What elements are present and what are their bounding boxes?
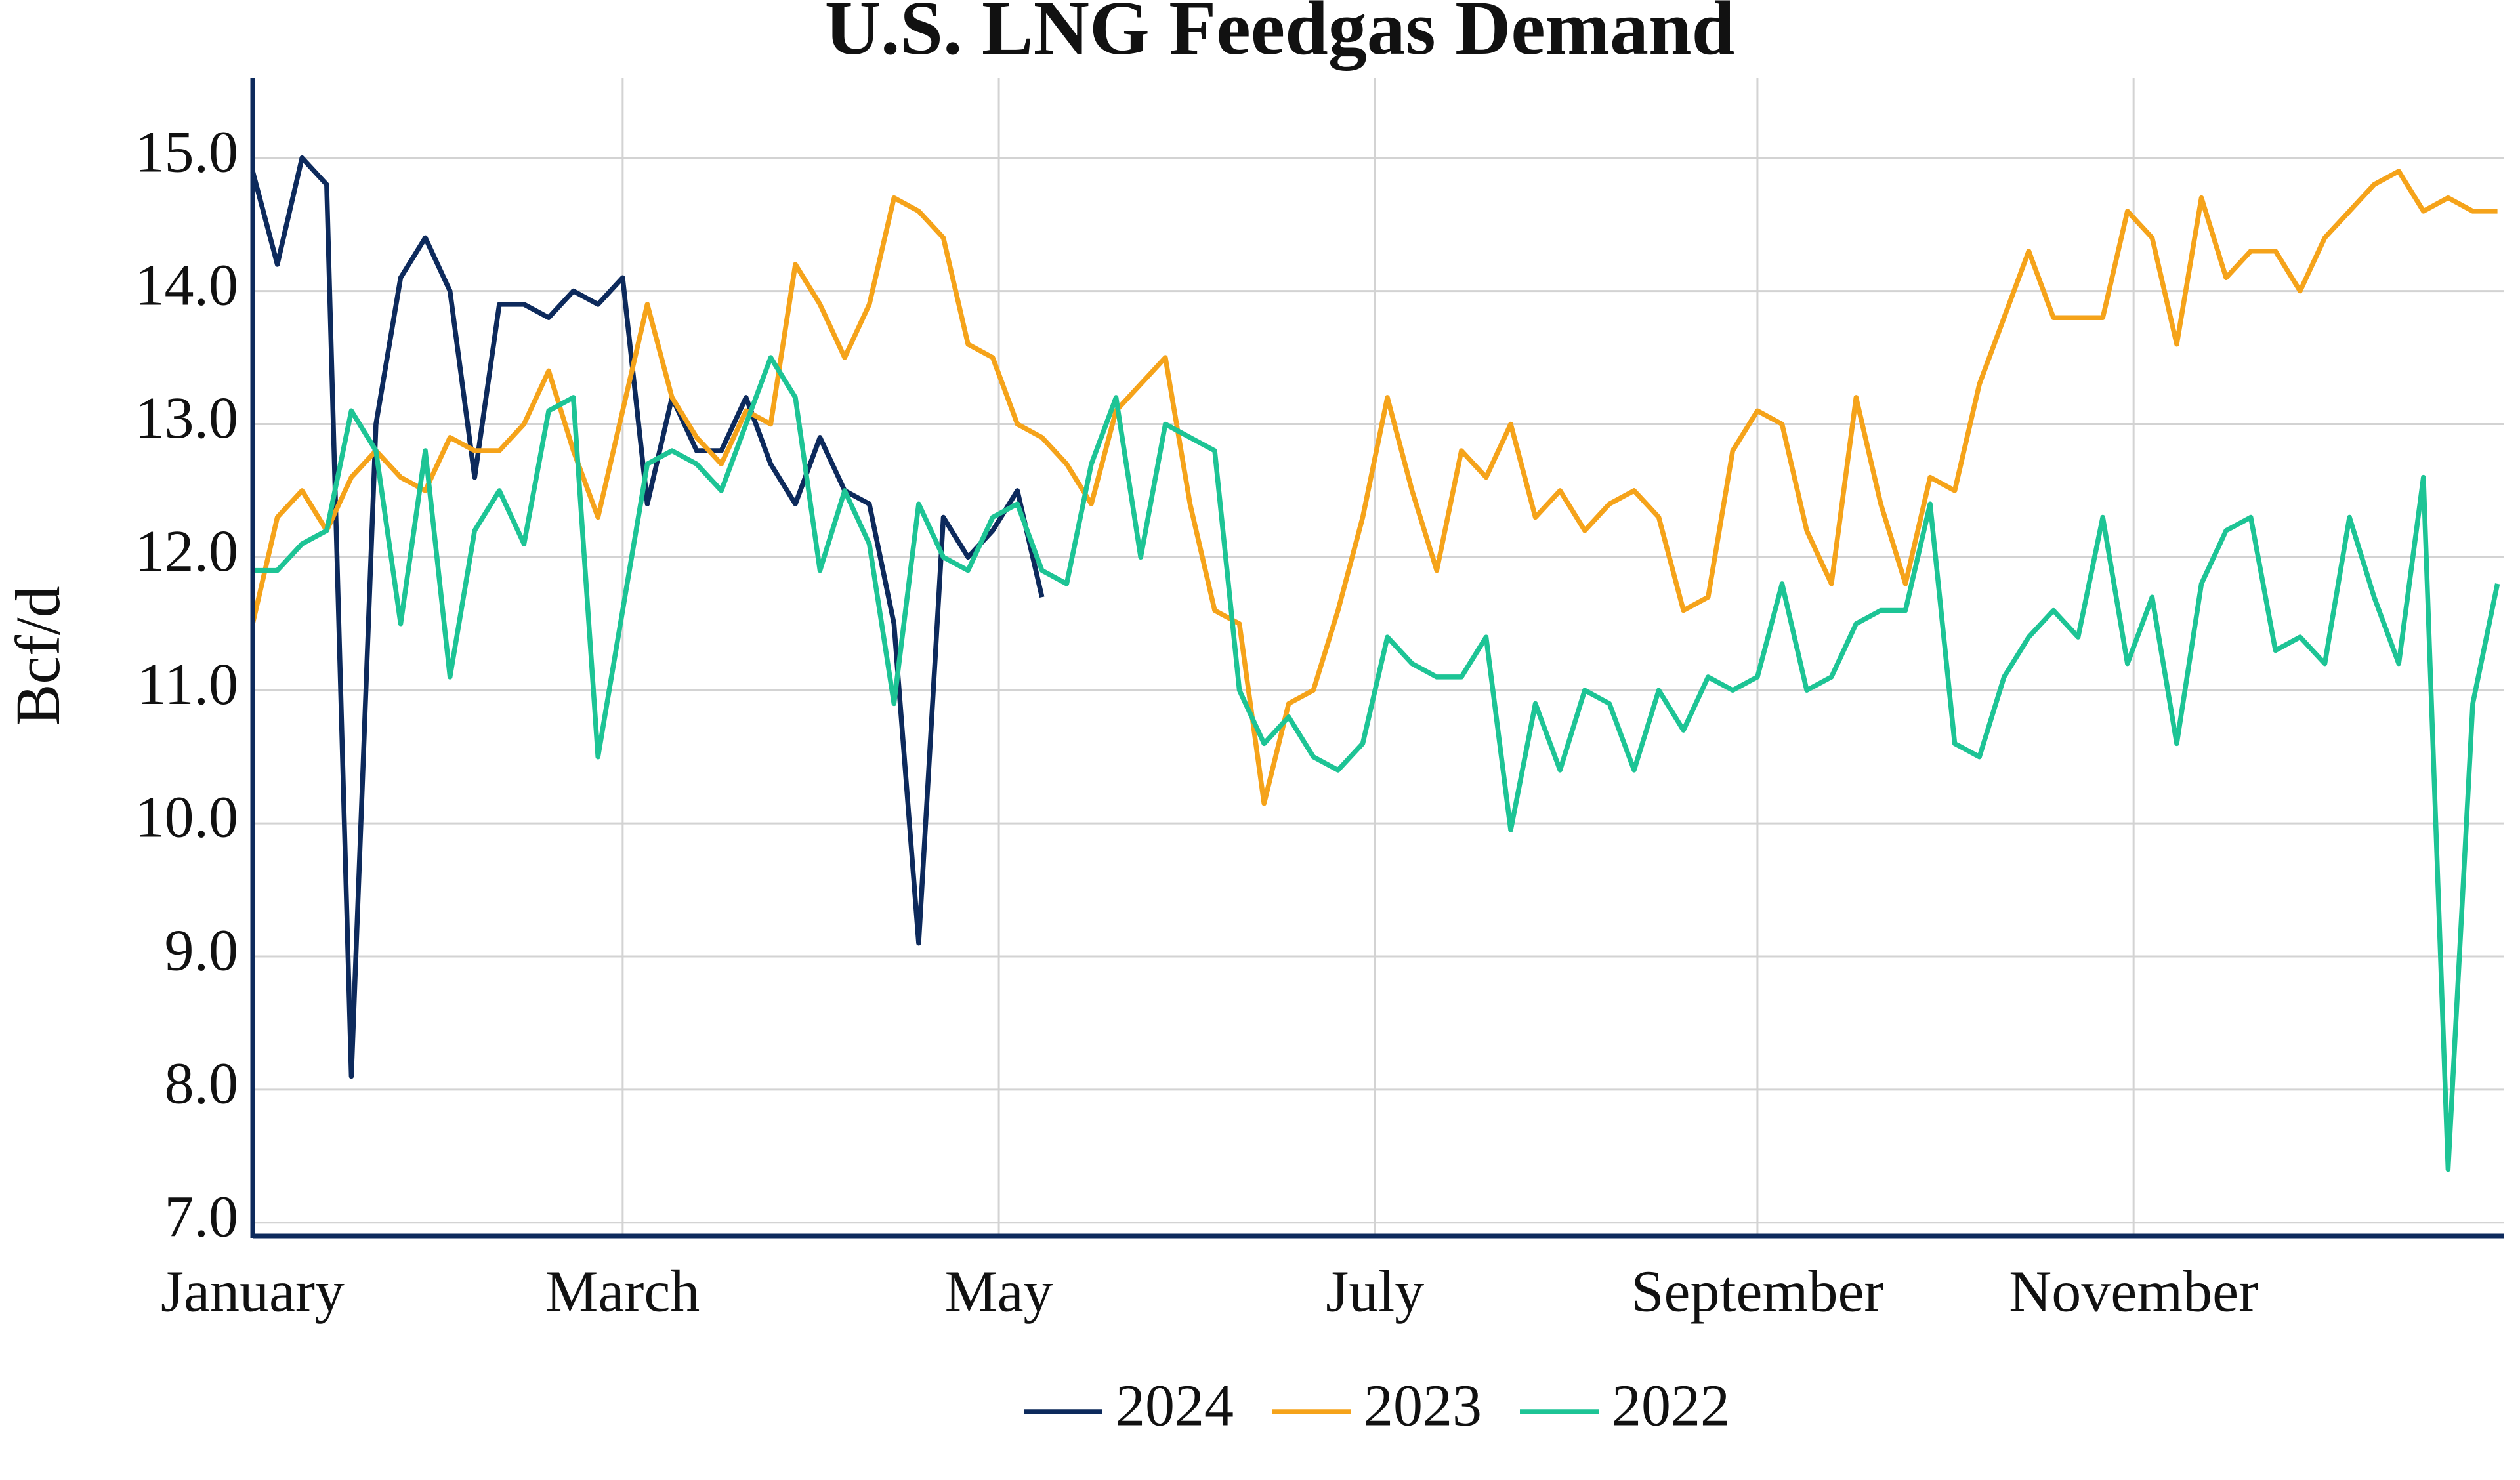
x-tick-label: January (161, 1260, 345, 1325)
y-tick-label: 12.0 (135, 519, 239, 584)
y-tick-label: 15.0 (135, 119, 239, 184)
x-tick-label: July (1326, 1260, 1424, 1325)
y-tick-label: 14.0 (135, 253, 239, 318)
y-tick-label: 9.0 (165, 918, 239, 983)
x-tick-label: November (2009, 1260, 2258, 1325)
y-tick-label: 8.0 (165, 1051, 239, 1116)
x-tick-label: March (545, 1260, 700, 1325)
legend-label: 2023 (1364, 1374, 1482, 1439)
y-tick-label: 10.0 (135, 785, 239, 850)
y-tick-label: 11.0 (137, 652, 238, 717)
legend-label: 2024 (1116, 1374, 1234, 1439)
y-tick-label: 7.0 (165, 1184, 239, 1249)
series-line (250, 169, 2498, 806)
y-axis-label: Bcf/d (3, 586, 73, 726)
x-tick-label: May (945, 1260, 1053, 1325)
legend-label: 2022 (1612, 1374, 1730, 1439)
series-line (250, 155, 1045, 1079)
x-tick-label: September (1631, 1260, 1883, 1325)
chart-title: U.S. LNG Feedgas Demand (825, 0, 1735, 71)
y-tick-label: 13.0 (135, 386, 239, 451)
series-line (253, 355, 2500, 1172)
